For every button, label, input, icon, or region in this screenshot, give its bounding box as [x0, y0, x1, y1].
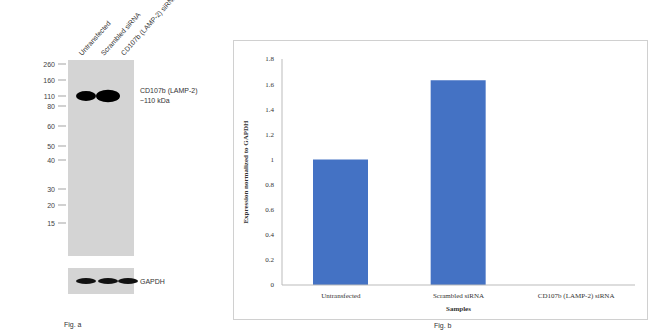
svg-text:CD107b (LAMP-2) siRNA: CD107b (LAMP-2) siRNA [538, 292, 615, 300]
svg-text:30: 30 [47, 186, 55, 193]
svg-text:40: 40 [47, 157, 55, 164]
svg-text:0: 0 [271, 281, 275, 289]
svg-text:Expression normalized to GAPDH: Expression normalized to GAPDH [242, 120, 250, 224]
svg-text:80: 80 [47, 103, 55, 110]
svg-text:Untransfected: Untransfected [77, 19, 112, 57]
svg-text:0.6: 0.6 [265, 206, 274, 214]
svg-text:Fig. a: Fig. a [64, 321, 82, 329]
svg-text:110: 110 [44, 93, 55, 100]
svg-text:1: 1 [271, 156, 275, 164]
svg-text:60: 60 [47, 123, 55, 130]
svg-text:20: 20 [47, 202, 55, 209]
svg-text:GAPDH: GAPDH [140, 278, 165, 285]
svg-text:1.6: 1.6 [265, 81, 274, 89]
svg-text:15: 15 [47, 220, 55, 227]
svg-text:50: 50 [47, 143, 55, 150]
svg-text:Scrambled siRNA: Scrambled siRNA [99, 10, 142, 57]
svg-text:Untransfected: Untransfected [321, 292, 361, 300]
svg-text:Scrambled siRNA: Scrambled siRNA [433, 292, 484, 300]
svg-text:1.8: 1.8 [265, 55, 274, 63]
svg-text:CD107b (LAMP-2): CD107b (LAMP-2) [140, 87, 198, 95]
html-text:Fig. b: Fig. b [434, 322, 452, 329]
svg-text:1.2: 1.2 [265, 131, 274, 139]
svg-text:~110 kDa: ~110 kDa [140, 97, 170, 104]
svg-text:260: 260 [43, 61, 55, 68]
svg-text:1.4: 1.4 [265, 106, 274, 114]
svg-text:0.2: 0.2 [265, 256, 274, 264]
svg-text:Samples: Samples [446, 305, 471, 313]
svg-text:0.4: 0.4 [265, 231, 274, 239]
svg-text:0.8: 0.8 [265, 181, 274, 189]
svg-text:CD107b (LAMP-2) siRNA: CD107b (LAMP-2) siRNA [120, 0, 179, 57]
svg-text:160: 160 [43, 77, 55, 84]
